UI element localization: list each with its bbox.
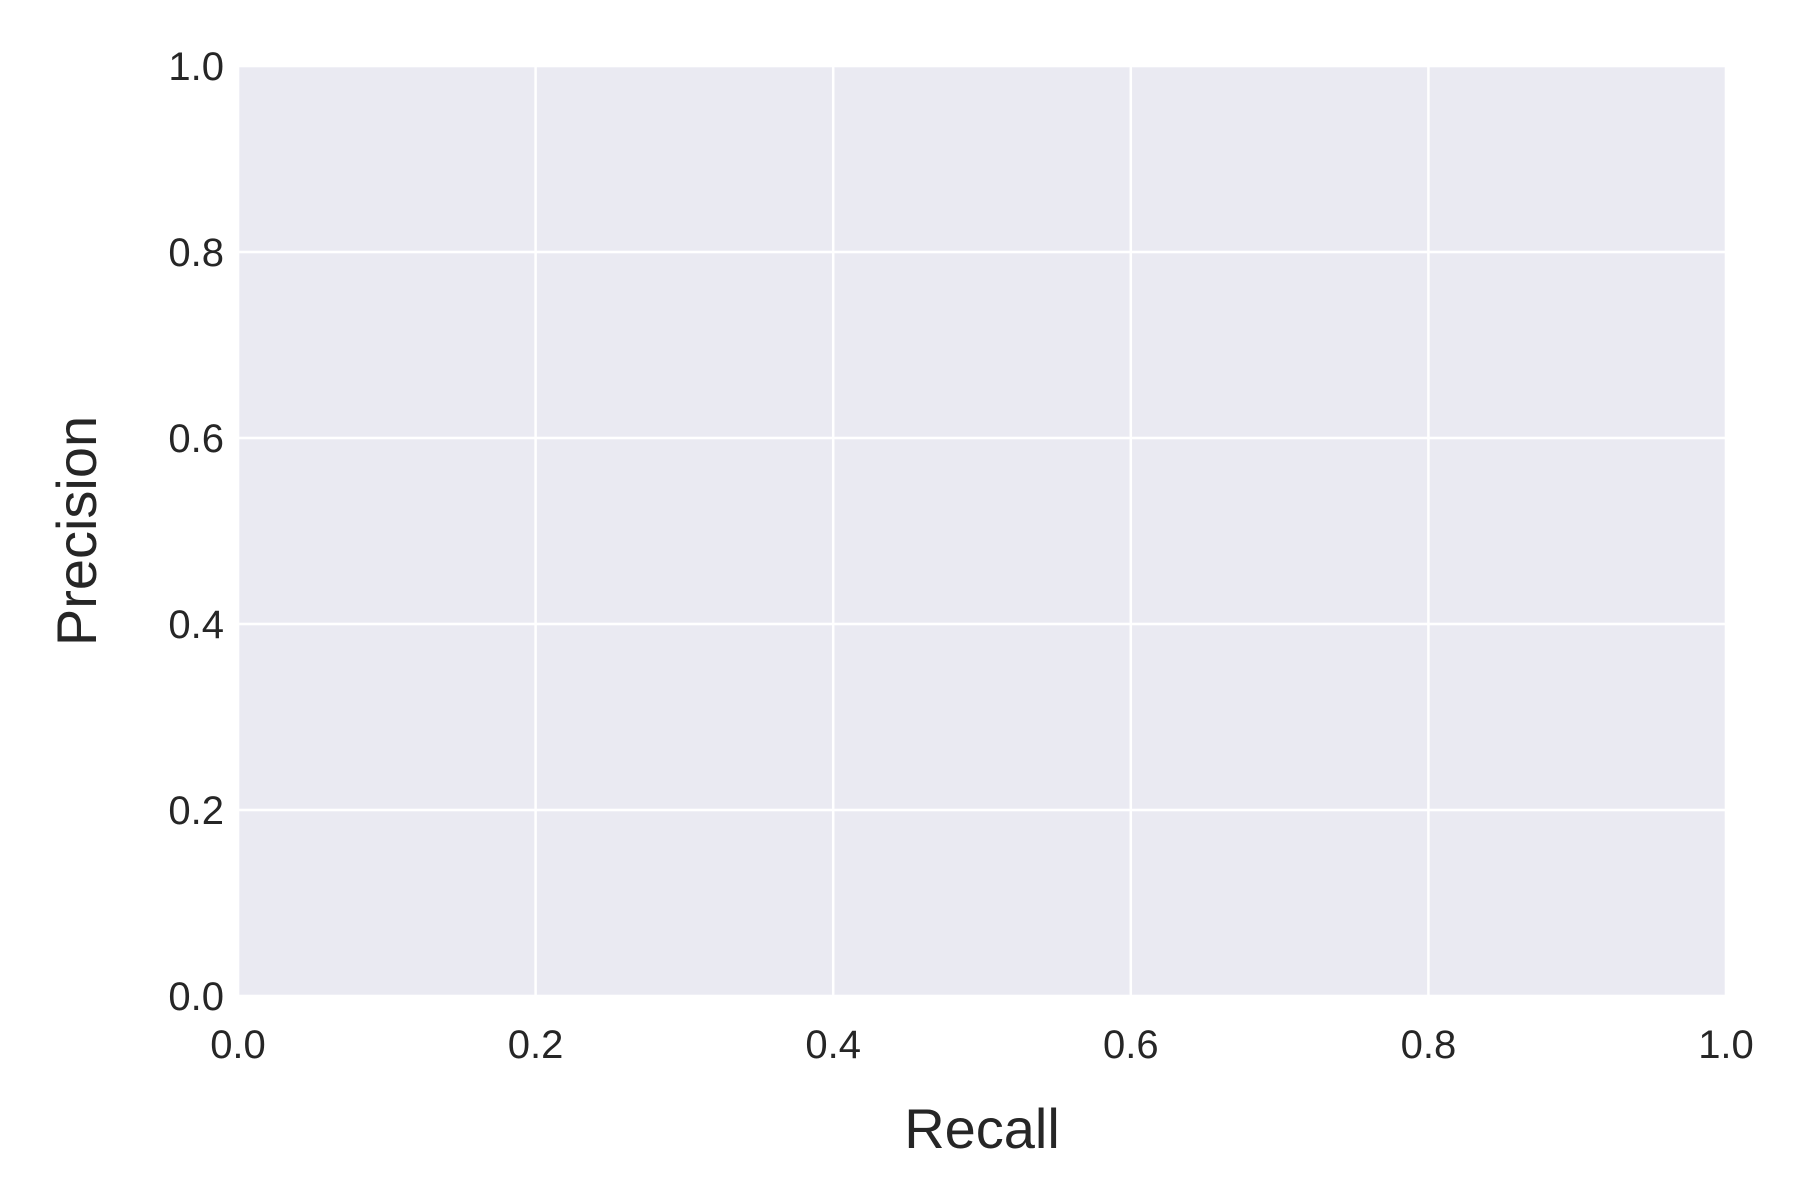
x-tick-label: 0.8 [1401,1023,1457,1067]
y-tick-label: 1.0 [168,45,224,89]
x-tick-label: 0.4 [805,1023,861,1067]
y-tick-label: 0.4 [168,603,224,647]
x-tick-label: 0.6 [1103,1023,1159,1067]
y-tick-label: 0.6 [168,417,224,461]
x-tick-labels: 0.0 0.2 0.4 0.6 0.8 1.0 [210,1023,1754,1067]
x-axis-label: Recall [904,1097,1060,1160]
x-tick-label: 1.0 [1698,1023,1754,1067]
y-tick-label: 0.0 [168,975,224,1019]
x-tick-label: 0.0 [210,1023,266,1067]
plot-background [238,66,1726,996]
y-tick-label: 0.2 [168,789,224,833]
y-axis-label: Precision [45,416,108,646]
y-tick-labels: 0.0 0.2 0.4 0.6 0.8 1.0 [168,45,224,1019]
x-tick-label: 0.2 [508,1023,564,1067]
grid-lines [236,64,1728,998]
y-tick-label: 0.8 [168,231,224,275]
